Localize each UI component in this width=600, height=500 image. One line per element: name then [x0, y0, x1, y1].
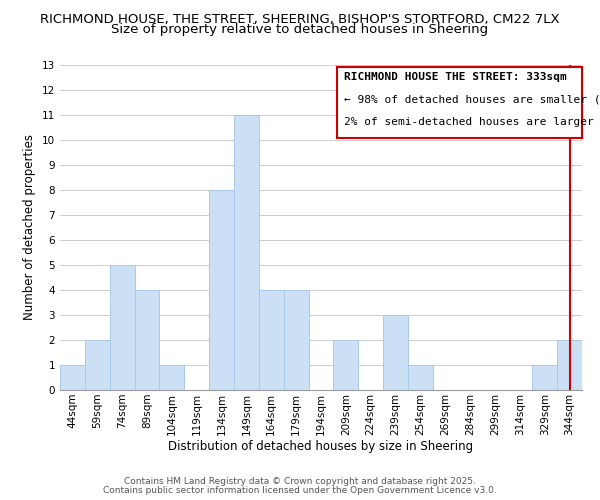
Text: 2% of semi-detached houses are larger (1) →: 2% of semi-detached houses are larger (1… — [344, 117, 600, 127]
Bar — [334, 340, 358, 390]
Text: RICHMOND HOUSE, THE STREET, SHEERING, BISHOP'S STORTFORD, CM22 7LX: RICHMOND HOUSE, THE STREET, SHEERING, BI… — [40, 12, 560, 26]
Bar — [110, 265, 134, 390]
Text: ← 98% of detached houses are smaller (49): ← 98% of detached houses are smaller (49… — [344, 94, 600, 104]
Bar — [259, 290, 284, 390]
Bar — [383, 315, 408, 390]
Bar — [134, 290, 160, 390]
Text: Contains public sector information licensed under the Open Government Licence v3: Contains public sector information licen… — [103, 486, 497, 495]
Bar — [209, 190, 234, 390]
X-axis label: Distribution of detached houses by size in Sheering: Distribution of detached houses by size … — [169, 440, 473, 454]
Text: Size of property relative to detached houses in Sheering: Size of property relative to detached ho… — [112, 22, 488, 36]
FancyBboxPatch shape — [337, 66, 582, 138]
Text: Contains HM Land Registry data © Crown copyright and database right 2025.: Contains HM Land Registry data © Crown c… — [124, 477, 476, 486]
Bar — [408, 365, 433, 390]
Bar — [532, 365, 557, 390]
Bar — [85, 340, 110, 390]
Bar — [284, 290, 308, 390]
Bar — [60, 365, 85, 390]
Y-axis label: Number of detached properties: Number of detached properties — [23, 134, 37, 320]
Bar — [234, 115, 259, 390]
Bar — [160, 365, 184, 390]
Bar — [557, 340, 582, 390]
Text: RICHMOND HOUSE THE STREET: 333sqm: RICHMOND HOUSE THE STREET: 333sqm — [344, 72, 567, 82]
